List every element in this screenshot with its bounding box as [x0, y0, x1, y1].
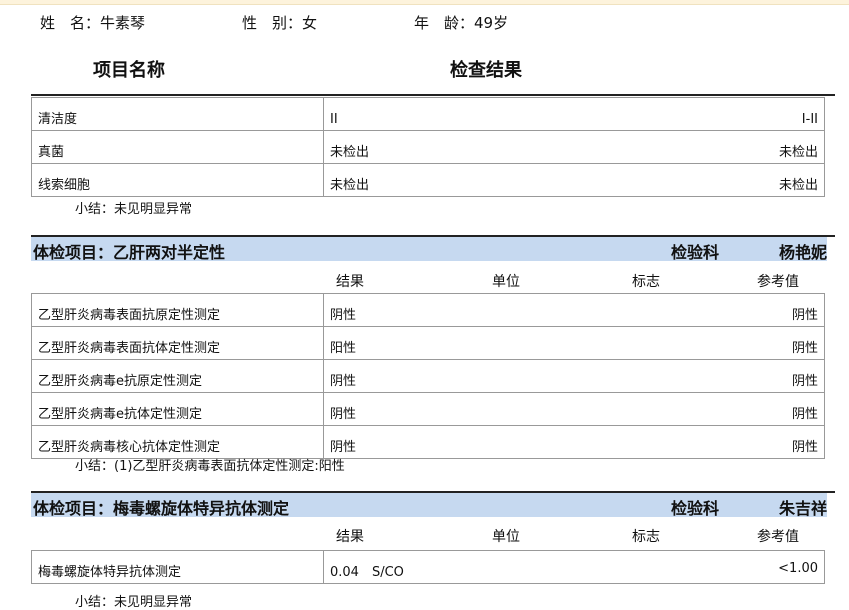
item-reference: 阴性 [791, 440, 818, 455]
item-name: 梅毒螺旋体特异抗体测定 [31, 550, 324, 584]
item-result: 阴性 [330, 440, 357, 455]
item-reference: 未检出 [778, 145, 818, 160]
table-row: 清洁度 II I-II [31, 97, 825, 131]
section1-table: 清洁度 II I-II 真菌 未检出 未检出 线索细胞 未检出 未检出 [31, 97, 825, 197]
item-result-cell: II I-II [323, 97, 825, 131]
section2-header: 体检项目：乙肝两对半定性 检验科 杨艳妮 [31, 237, 827, 262]
section3-header: 体检项目：梅毒螺旋体特异抗体测定 检验科 朱吉祥 [31, 493, 827, 518]
item-reference: <1.00 [778, 561, 818, 576]
col-ref: 参考值 [757, 529, 799, 545]
patient-gender: 性 别：女 [242, 12, 317, 33]
top-bar [0, 0, 849, 5]
item-result-cell: 阴性 阴性 [323, 392, 825, 426]
item-result: 阴性 [330, 374, 357, 389]
item-name: 乙型肝炎病毒e抗原定性测定 [31, 359, 324, 393]
col-flag: 标志 [632, 529, 660, 545]
item-result-cell: 未检出 未检出 [323, 130, 825, 164]
item-result-cell: 未检出 未检出 [323, 163, 825, 197]
table-row: 乙型肝炎病毒表面抗原定性测定 阴性 阴性 [31, 293, 825, 327]
col-unit: 单位 [492, 529, 520, 545]
section-title: 体检项目：梅毒螺旋体特异抗体测定 [33, 499, 290, 518]
item-result-cell: 阳性 阴性 [323, 326, 825, 360]
section1-summary: 小结：未见明显异常 [75, 202, 193, 217]
age-value: 49岁 [474, 14, 509, 32]
col-ref: 参考值 [757, 274, 799, 290]
item-result: 未检出 [330, 178, 370, 193]
item-result: 阴性 [330, 407, 357, 422]
divider [31, 235, 835, 237]
section3-table: 梅毒螺旋体特异抗体测定 0.04 S/CO <1.00 [31, 550, 825, 584]
patient-age: 年 龄：49岁 [414, 12, 508, 33]
gender-value: 女 [302, 14, 318, 32]
item-name: 真菌 [31, 130, 324, 164]
table-row: 梅毒螺旋体特异抗体测定 0.04 S/CO <1.00 [31, 550, 825, 584]
table-row: 乙型肝炎病毒表面抗体定性测定 阳性 阴性 [31, 326, 825, 360]
section2-summary: 小结：(1)乙型肝炎病毒表面抗体定性测定:阳性 [75, 459, 345, 474]
table-row: 乙型肝炎病毒e抗体定性测定 阴性 阴性 [31, 392, 825, 426]
item-result-cell: 阴性 阴性 [323, 359, 825, 393]
item-name: 乙型肝炎病毒表面抗原定性测定 [31, 293, 324, 327]
item-result-cell: 阴性 阴性 [323, 425, 825, 459]
department: 检验科 [671, 243, 720, 262]
col-result: 结果 [336, 274, 364, 290]
item-result: 0.04 S/CO [330, 565, 404, 580]
item-result: 阳性 [330, 341, 357, 356]
item-name: 乙型肝炎病毒e抗体定性测定 [31, 392, 324, 426]
table-row: 真菌 未检出 未检出 [31, 130, 825, 164]
name-value: 牛素琴 [100, 14, 146, 32]
divider [31, 491, 835, 493]
item-reference: 未检出 [778, 178, 818, 193]
header-item-name: 项目名称 [93, 60, 165, 81]
col-flag: 标志 [632, 274, 660, 290]
age-label: 年 龄： [414, 14, 475, 32]
section3-summary: 小结：未见明显异常 [75, 595, 193, 610]
item-result-cell: 阴性 阴性 [323, 293, 825, 327]
doctor: 朱吉祥 [778, 499, 827, 518]
item-name: 乙型肝炎病毒表面抗体定性测定 [31, 326, 324, 360]
table-row: 乙型肝炎病毒核心抗体定性测定 阴性 阴性 [31, 425, 825, 459]
item-reference: 阴性 [791, 308, 818, 323]
patient-name: 姓 名：牛素琴 [40, 12, 145, 33]
section-title: 体检项目：乙肝两对半定性 [33, 243, 226, 262]
header-result: 检查结果 [450, 60, 522, 81]
item-name: 清洁度 [31, 97, 324, 131]
table-row: 线索细胞 未检出 未检出 [31, 163, 825, 197]
item-name: 线索细胞 [31, 163, 324, 197]
section2-table: 乙型肝炎病毒表面抗原定性测定 阴性 阴性 乙型肝炎病毒表面抗体定性测定 阳性 阴性 乙型肝炎… [31, 293, 825, 459]
item-result: 未检出 [330, 145, 370, 160]
item-result-cell: 0.04 S/CO <1.00 [323, 550, 825, 584]
department: 检验科 [671, 499, 720, 518]
item-reference: 阴性 [791, 407, 818, 422]
col-unit: 单位 [492, 274, 520, 290]
item-result: II [330, 112, 338, 127]
item-reference: I-II [801, 112, 818, 127]
item-name: 乙型肝炎病毒核心抗体定性测定 [31, 425, 324, 459]
item-reference: 阴性 [791, 374, 818, 389]
doctor: 杨艳妮 [778, 243, 827, 262]
gender-label: 性 别： [242, 14, 303, 32]
item-reference: 阴性 [791, 341, 818, 356]
table-row: 乙型肝炎病毒e抗原定性测定 阴性 阴性 [31, 359, 825, 393]
col-result: 结果 [336, 529, 364, 545]
item-result: 阴性 [330, 308, 357, 323]
divider [31, 94, 835, 96]
name-label: 姓 名： [40, 14, 101, 32]
